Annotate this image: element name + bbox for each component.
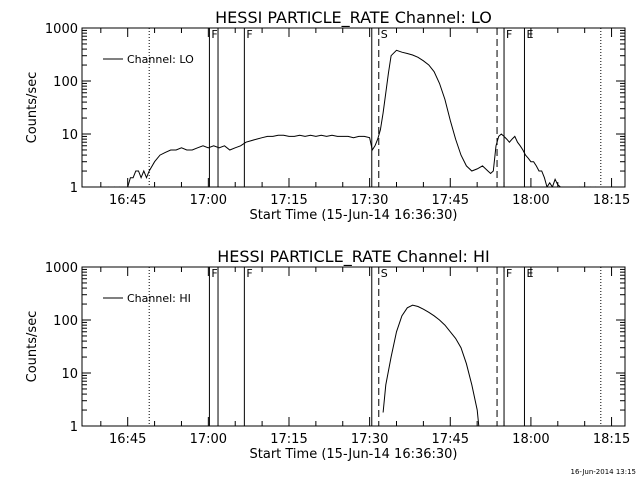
y-tick-label: 1000	[45, 261, 78, 276]
plot-frame	[81, 266, 626, 427]
x-tick-label: 16:45	[109, 193, 146, 208]
x-axis-label: Start Time (15-Jun-14 16:36:30)	[250, 208, 458, 223]
y-axis-label: Counts/sec	[25, 311, 40, 383]
x-tick-label: 17:15	[270, 432, 307, 447]
marker-label: F	[211, 28, 217, 41]
plot-frame	[81, 27, 626, 188]
x-tick-label: 16:45	[109, 432, 146, 447]
y-tick-label: 100	[53, 75, 78, 90]
timestamp-label: 16-Jun-2014 13:15	[571, 468, 637, 476]
marker-label: S	[381, 28, 388, 41]
x-tick-label: 18:00	[512, 432, 549, 447]
y-axis-label: Counts/sec	[25, 72, 40, 144]
x-tick-label: 18:15	[593, 432, 630, 447]
x-tick-label: 17:30	[351, 193, 388, 208]
marker-label: E	[526, 28, 533, 41]
hi-channel-panel: HESSI PARTICLE_RATE Channel: HI 1 10 100 100…	[25, 247, 630, 462]
legend-label: Channel: HI	[127, 292, 191, 305]
marker-label: F	[246, 267, 252, 280]
marker-label: F	[211, 267, 217, 280]
marker-label: E	[526, 267, 533, 280]
x-tick-label: 17:00	[190, 193, 227, 208]
y-tick-label: 10	[61, 367, 78, 382]
x-tick-label: 17:15	[270, 193, 307, 208]
x-tick-label: 17:45	[432, 193, 469, 208]
chart-title: HESSI PARTICLE_RATE Channel: HI	[217, 247, 490, 267]
marker-label: F	[506, 28, 512, 41]
y-tick-label: 1	[70, 420, 78, 435]
series-line	[382, 304, 480, 426]
y-tick-label: 1	[70, 181, 78, 196]
marker-label: S	[381, 267, 388, 280]
lo-channel-panel: HESSI PARTICLE_RATE Channel: LO 1 10 100 100…	[25, 8, 630, 223]
x-tick-label: 17:45	[432, 432, 469, 447]
series-line	[125, 49, 574, 187]
legend-label: Channel: LO	[127, 53, 194, 66]
x-tick-label: 17:30	[351, 432, 388, 447]
x-axis-label: Start Time (15-Jun-14 16:36:30)	[250, 447, 458, 462]
y-tick-label: 10	[61, 128, 78, 143]
marker-label: F	[246, 28, 252, 41]
x-tick-label: 18:15	[593, 193, 630, 208]
x-tick-label: 18:00	[512, 193, 549, 208]
y-tick-label: 100	[53, 314, 78, 329]
y-tick-label: 1000	[45, 22, 78, 37]
marker-label: F	[506, 267, 512, 280]
x-tick-label: 17:00	[190, 432, 227, 447]
chart-title: HESSI PARTICLE_RATE Channel: LO	[215, 8, 492, 28]
